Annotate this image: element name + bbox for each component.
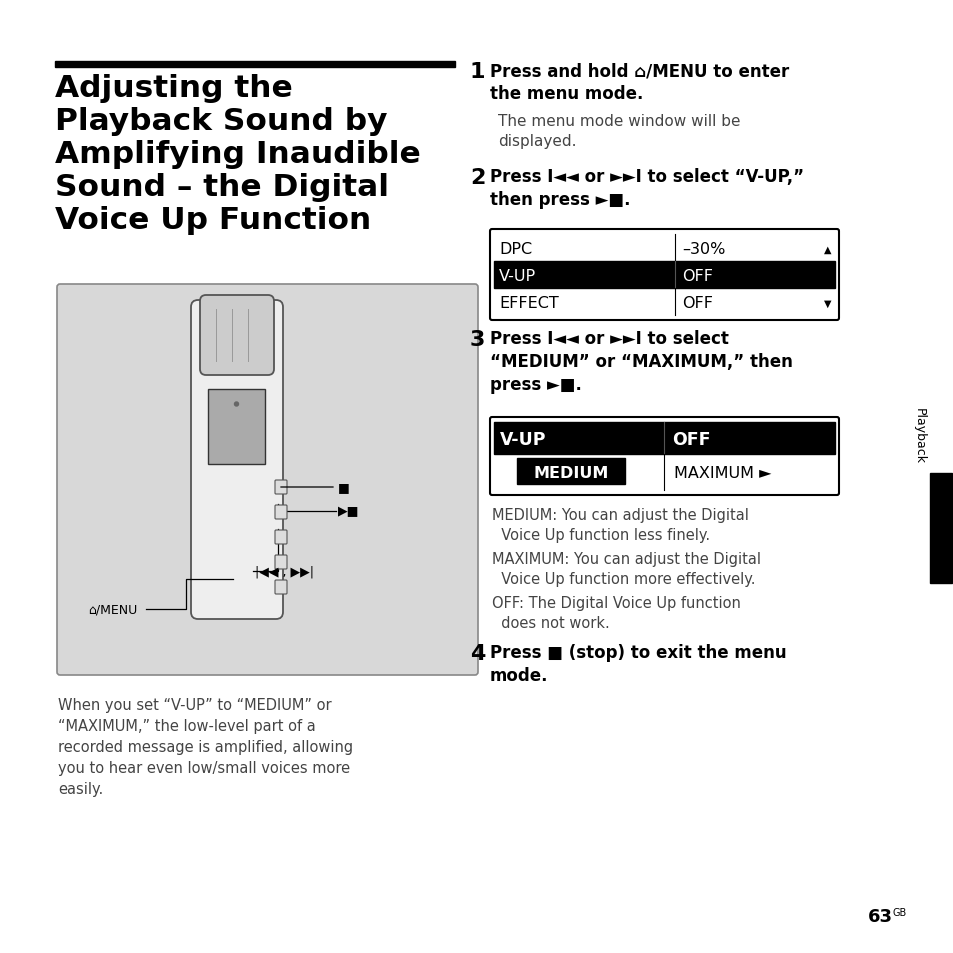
Text: MAXIMUM ►: MAXIMUM ►	[674, 466, 771, 481]
Text: Playback: Playback	[912, 408, 925, 463]
Text: MEDIUM: You can adjust the Digital
  Voice Up function less finely.: MEDIUM: You can adjust the Digital Voice…	[492, 507, 748, 542]
Text: V-UP: V-UP	[498, 269, 536, 284]
Text: EFFECT: EFFECT	[498, 295, 558, 311]
Text: Press I◄◄ or ►►I to select “V-UP,”
then press ►■.: Press I◄◄ or ►►I to select “V-UP,” then …	[490, 168, 803, 209]
Text: OFF: OFF	[672, 431, 710, 449]
Bar	[208, 390, 265, 464]
FancyBboxPatch shape	[274, 505, 287, 519]
Bar	[517, 458, 624, 484]
FancyBboxPatch shape	[57, 285, 477, 676]
Text: ■: ■	[337, 481, 350, 494]
Text: Adjusting the
Playback Sound by
Amplifying Inaudible
Sound – the Digital
Voice U: Adjusting the Playback Sound by Amplifyi…	[55, 74, 420, 234]
Bar	[494, 262, 834, 289]
Circle shape	[234, 402, 238, 407]
Text: Press and hold ⌂/MENU to enter
the menu mode.: Press and hold ⌂/MENU to enter the menu …	[490, 62, 788, 103]
Text: The menu mode window will be
displayed.: The menu mode window will be displayed.	[497, 113, 740, 150]
Text: 1: 1	[470, 62, 485, 82]
Text: MEDIUM: MEDIUM	[533, 466, 608, 481]
FancyBboxPatch shape	[274, 480, 287, 495]
FancyBboxPatch shape	[274, 531, 287, 544]
Text: ▲: ▲	[823, 244, 831, 254]
FancyBboxPatch shape	[274, 556, 287, 569]
Text: V-UP: V-UP	[499, 431, 546, 449]
Text: ▶■: ▶■	[337, 505, 359, 518]
Text: MAXIMUM: You can adjust the Digital
  Voice Up function more effectively.: MAXIMUM: You can adjust the Digital Voic…	[492, 552, 760, 586]
Bar	[929, 474, 951, 583]
Text: Press ■ (stop) to exit the menu
mode.: Press ■ (stop) to exit the menu mode.	[490, 643, 786, 684]
FancyBboxPatch shape	[490, 417, 838, 496]
Bar	[55, 62, 455, 68]
Text: DPC: DPC	[498, 242, 532, 256]
Text: 63: 63	[867, 907, 892, 925]
Text: OFF: OFF	[681, 295, 712, 311]
FancyBboxPatch shape	[490, 230, 838, 320]
FancyBboxPatch shape	[191, 301, 283, 619]
Text: When you set “V-UP” to “MEDIUM” or
“MAXIMUM,” the low-level part of a
recorded m: When you set “V-UP” to “MEDIUM” or “MAXI…	[58, 698, 353, 796]
Text: 3: 3	[470, 330, 485, 350]
Text: 2: 2	[470, 168, 485, 188]
FancyBboxPatch shape	[274, 580, 287, 595]
FancyBboxPatch shape	[200, 295, 274, 375]
Text: ⌂/MENU: ⌂/MENU	[88, 603, 137, 616]
Text: Press I◄◄ or ►►I to select
“MEDIUM” or “MAXIMUM,” then
press ►■.: Press I◄◄ or ►►I to select “MEDIUM” or “…	[490, 330, 792, 394]
Text: OFF: OFF	[681, 269, 712, 284]
Text: OFF: The Digital Voice Up function
  does not work.: OFF: The Digital Voice Up function does …	[492, 596, 740, 630]
Text: ▼: ▼	[823, 298, 831, 308]
Text: |◀◀ , ▶▶|: |◀◀ , ▶▶|	[254, 565, 314, 578]
Bar	[494, 422, 834, 455]
Text: GB: GB	[892, 907, 906, 917]
Text: 4: 4	[470, 643, 485, 663]
Text: –30%: –30%	[681, 242, 724, 256]
